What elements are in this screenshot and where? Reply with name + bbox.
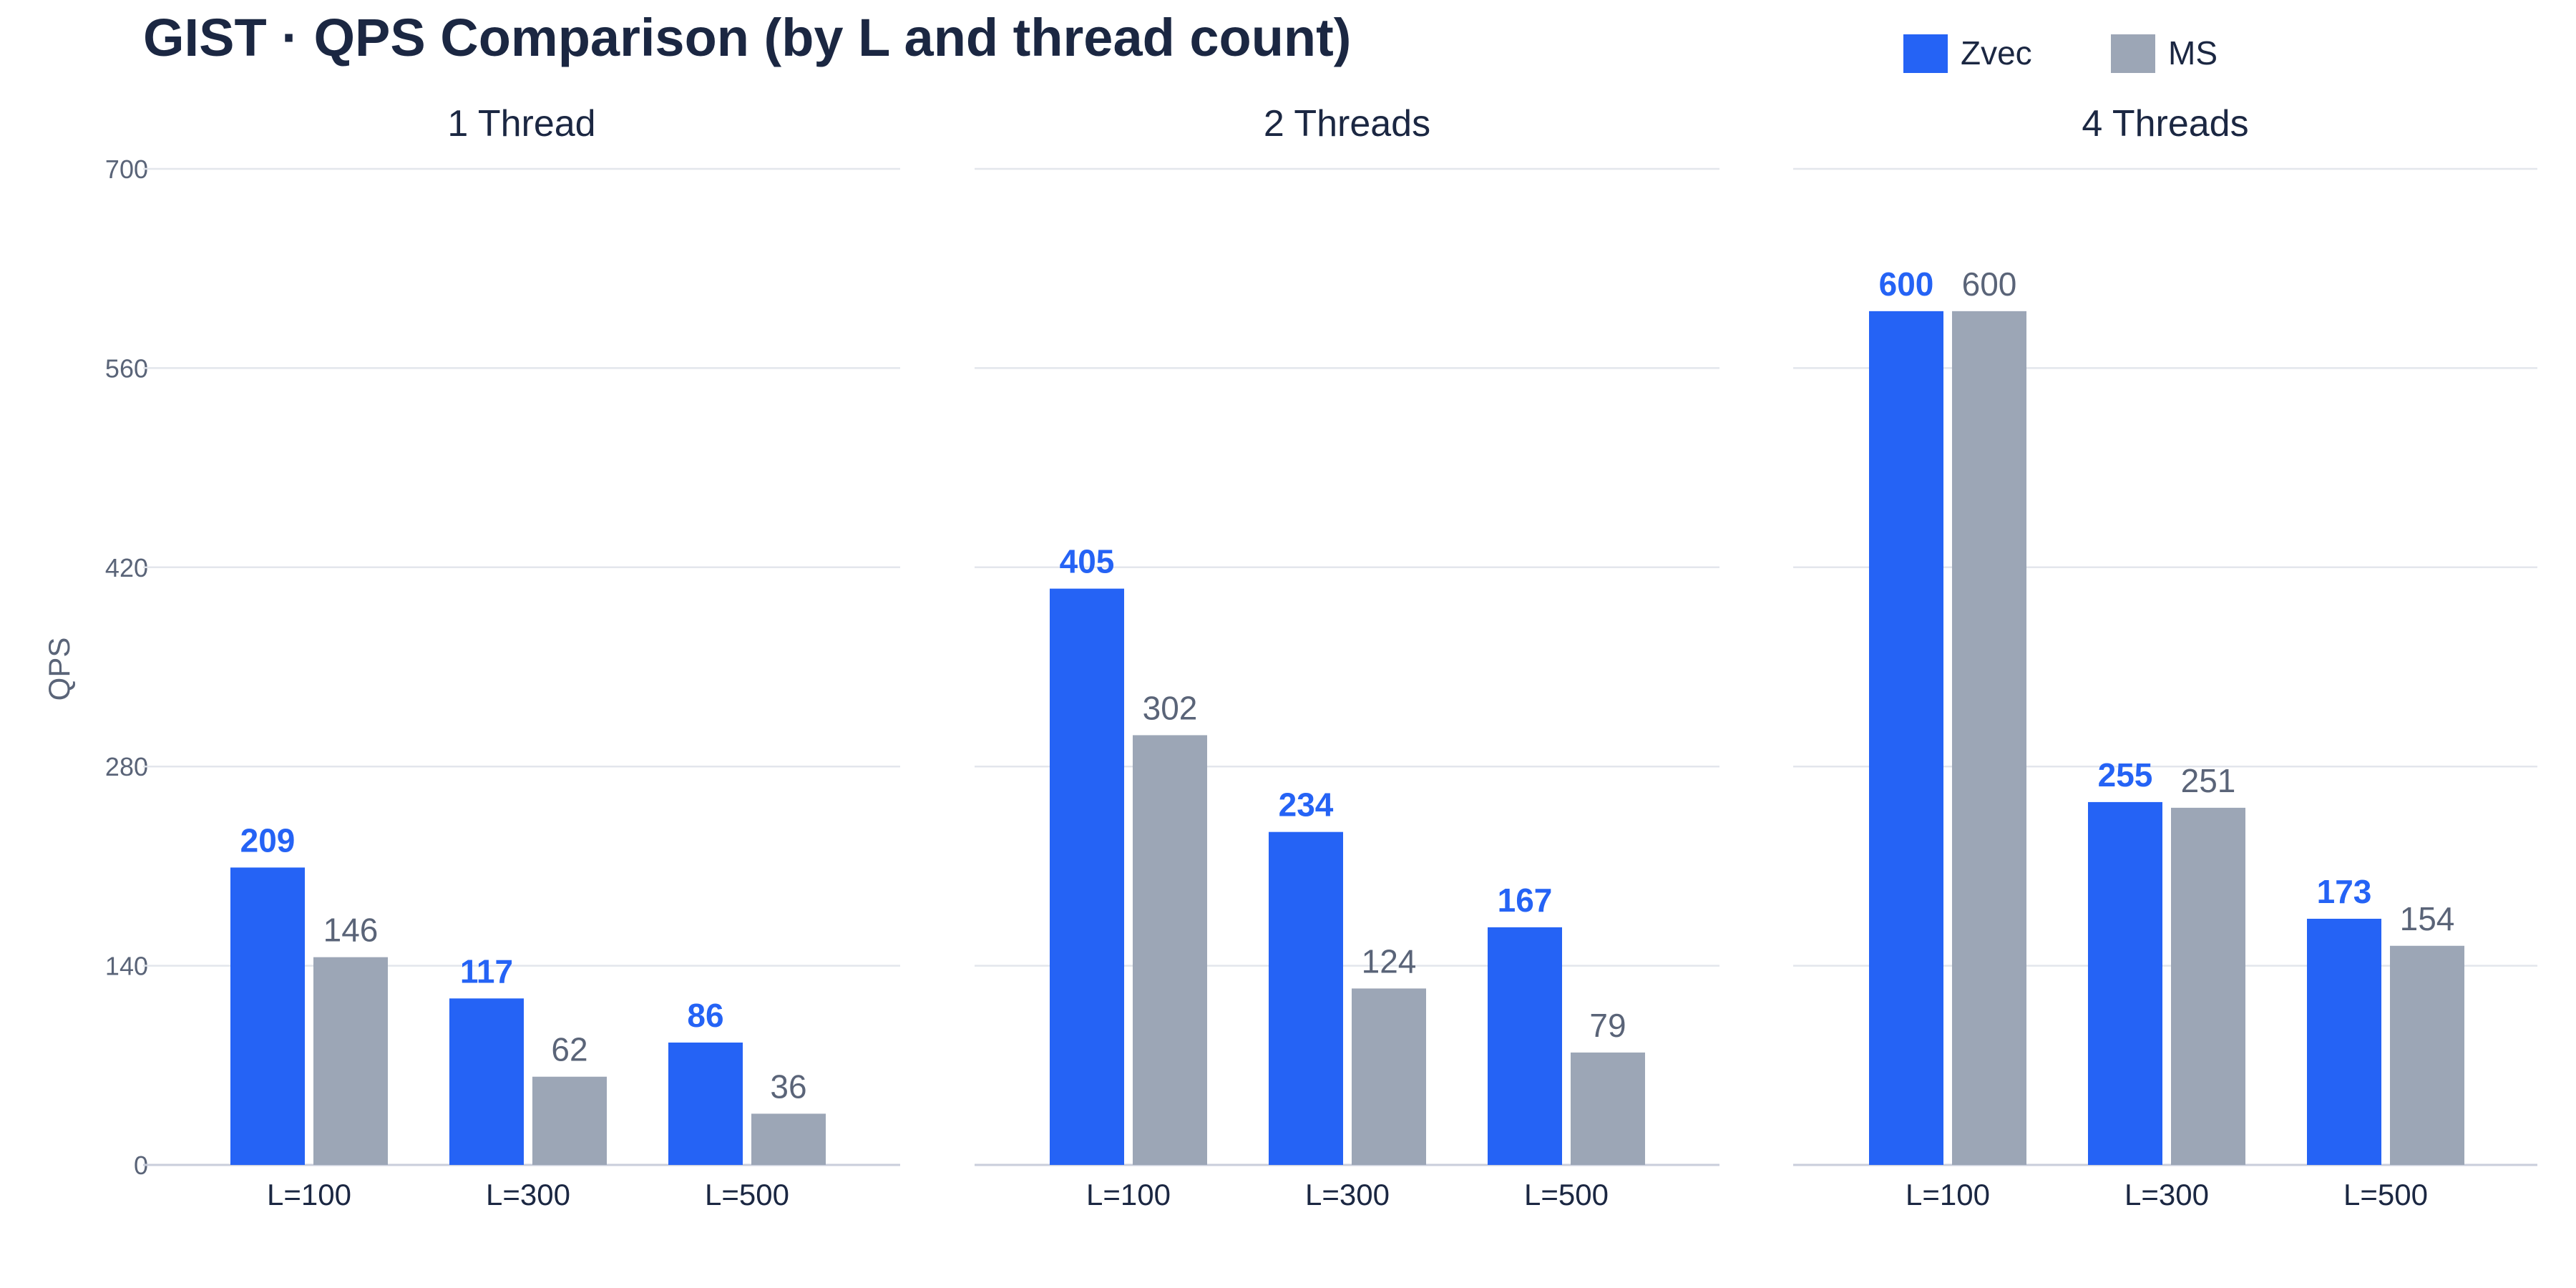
- y-tick-label-0: 0: [134, 1151, 148, 1180]
- data-label-ms: 302: [1143, 689, 1198, 726]
- x-tick-label-l-300: L=300: [486, 1178, 570, 1211]
- x-tick-label-l-300: L=300: [1305, 1178, 1390, 1211]
- y-tick-label-420: 420: [105, 553, 148, 582]
- data-label-ms: 36: [770, 1068, 806, 1105]
- data-label-zvec: 405: [1060, 543, 1115, 580]
- bar-zvec-l-100: [230, 867, 305, 1165]
- y-tick-label-280: 280: [105, 752, 148, 781]
- data-label-ms: 146: [323, 912, 379, 949]
- bar-ms-l-100: [1952, 311, 2026, 1165]
- panel-title: 2 Threads: [1264, 103, 1430, 145]
- bar-ms-l-300: [532, 1076, 607, 1165]
- x-tick-label-l-100: L=100: [267, 1178, 351, 1211]
- bar-ms-l-100: [313, 957, 388, 1165]
- y-tick-label-560: 560: [105, 353, 148, 383]
- data-label-ms: 600: [1962, 265, 2017, 303]
- bar-zvec-l-300: [449, 998, 524, 1165]
- data-label-ms: 124: [1362, 942, 1417, 980]
- bar-ms-l-500: [1571, 1052, 1645, 1165]
- bar-zvec-l-300: [2088, 801, 2162, 1165]
- legend-label-ms: MS: [2168, 34, 2218, 72]
- y-axis-ticks: 0 140 280 420 560 700: [105, 155, 148, 1180]
- y-tick-label-700: 700: [105, 155, 148, 184]
- data-label-zvec: 234: [1279, 786, 1334, 824]
- y-tick-label-140: 140: [105, 952, 148, 981]
- bar-zvec-l-500: [2307, 918, 2381, 1165]
- legend-swatch-zvec: [1903, 34, 1948, 73]
- data-label-ms: 62: [551, 1031, 587, 1068]
- x-tick-label-l-500: L=500: [705, 1178, 789, 1211]
- x-tick-label-l-300: L=300: [2124, 1178, 2209, 1211]
- legend-swatch-ms: [2111, 34, 2155, 73]
- panel-4-threads: 4 Threads 600 255 173 600 251 154 L=100 L=300 L=5…: [1793, 103, 2537, 1211]
- panel-title: 1 Thread: [447, 103, 595, 145]
- y-axis-label: QPS: [42, 638, 76, 701]
- panel-2-threads: 2 Threads 405 234 167 302 124 79 L=100 L=300 L=50…: [975, 103, 1719, 1211]
- bar-ms-l-300: [1352, 988, 1426, 1165]
- data-label-zvec: 600: [1879, 265, 1934, 303]
- x-tick-label-l-500: L=500: [1524, 1178, 1609, 1211]
- bar-zvec-l-300: [1269, 831, 1343, 1165]
- bar-zvec-l-100: [1869, 311, 1943, 1165]
- legend-label-zvec: Zvec: [1961, 34, 2032, 72]
- panel-1-thread: 1 Thread 209 117 86 146 62 36 L=100 L=300 L=500: [143, 103, 900, 1211]
- data-label-zvec: 173: [2317, 873, 2372, 910]
- data-label-ms: 79: [1589, 1007, 1626, 1044]
- bar-ms-l-500: [2390, 945, 2464, 1165]
- data-label-zvec: 167: [1498, 882, 1553, 919]
- data-label-ms: 154: [2400, 900, 2455, 937]
- data-label-zvec: 86: [687, 997, 723, 1034]
- bar-ms-l-100: [1133, 735, 1207, 1165]
- x-tick-label-l-500: L=500: [2343, 1178, 2428, 1211]
- x-tick-label-l-100: L=100: [1906, 1178, 1990, 1211]
- bar-zvec-l-500: [668, 1042, 743, 1165]
- panel-title: 4 Threads: [2082, 103, 2248, 145]
- legend: Zvec MS: [1903, 34, 2218, 73]
- data-label-zvec: 209: [240, 821, 296, 859]
- bar-ms-l-500: [751, 1113, 826, 1165]
- chart-title: GIST · QPS Comparison (by L and thread c…: [143, 8, 1351, 67]
- data-label-zvec: 255: [2098, 756, 2153, 794]
- bar-ms-l-300: [2171, 807, 2245, 1165]
- data-label-zvec: 117: [460, 952, 513, 990]
- bar-zvec-l-500: [1488, 927, 1562, 1165]
- x-tick-label-l-100: L=100: [1086, 1178, 1171, 1211]
- data-label-ms: 251: [2181, 762, 2236, 799]
- bar-zvec-l-100: [1050, 588, 1124, 1165]
